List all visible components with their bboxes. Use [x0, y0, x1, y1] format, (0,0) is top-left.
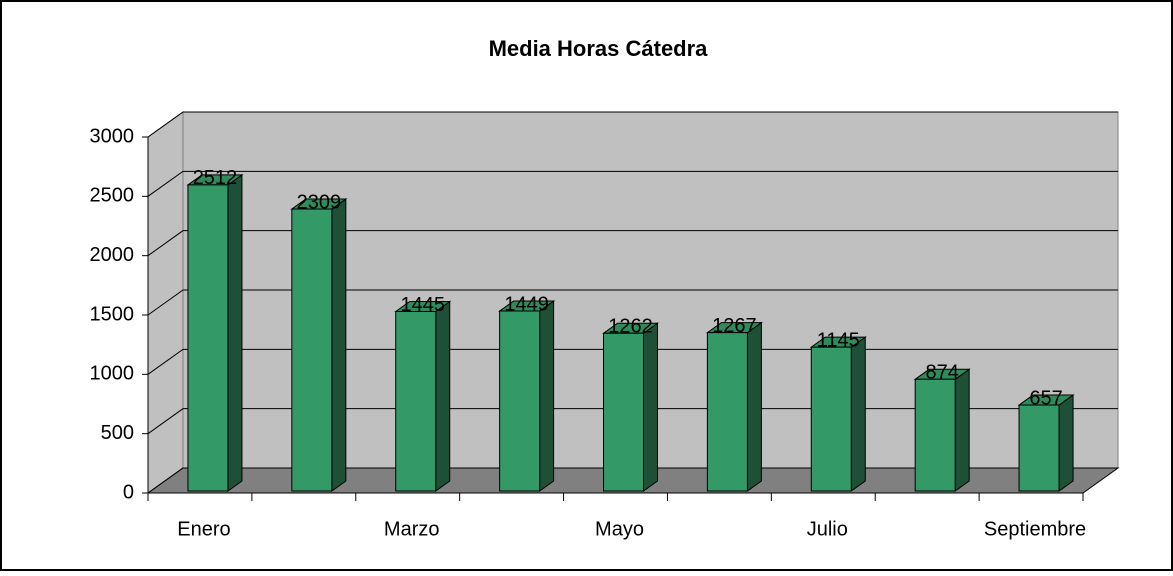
grid-line — [147, 289, 1118, 316]
bar-side — [954, 368, 970, 492]
value-label: 2309 — [297, 191, 342, 213]
bar — [498, 300, 556, 492]
x-tick-label: Mayo — [595, 518, 644, 540]
bar-front — [291, 208, 333, 492]
bar-front — [395, 311, 437, 492]
value-label: 1145 — [817, 329, 860, 351]
y-tick-label: 2000 — [90, 244, 135, 266]
y-tick-label: 1000 — [90, 363, 135, 385]
bar — [809, 336, 867, 492]
bar — [186, 173, 244, 492]
grid-line — [147, 170, 1118, 197]
bar — [290, 198, 348, 492]
bar — [913, 368, 971, 492]
bar-front — [810, 346, 852, 492]
y-tick-label: 1500 — [90, 303, 135, 325]
bar-front — [187, 184, 229, 492]
grid-line — [147, 230, 1118, 257]
value-label: 1267 — [712, 315, 757, 337]
chart-title: Media Horas Cátedra — [489, 36, 709, 61]
bar — [601, 322, 660, 492]
bar-front — [1018, 404, 1060, 492]
y-tick-label: 3000 — [90, 125, 135, 147]
grid-line — [147, 348, 1118, 375]
value-label: 657 — [1029, 387, 1062, 409]
bar — [1017, 394, 1075, 492]
x-tick-label: Julio — [807, 518, 848, 540]
bar — [394, 300, 452, 492]
grid-line — [147, 111, 1118, 138]
value-label: 2512 — [193, 167, 238, 189]
x-tick-label: Septiembre — [984, 518, 1086, 540]
bar-side — [227, 173, 243, 492]
value-label: 1262 — [608, 316, 653, 338]
bar — [705, 321, 763, 492]
grid-line — [147, 408, 1118, 435]
bar-side — [539, 300, 555, 492]
bar-side — [850, 336, 866, 492]
bar-side — [331, 198, 347, 492]
y-tick-label: 0 — [123, 481, 134, 503]
x-tick-label: Enero — [177, 518, 230, 540]
value-label: 874 — [925, 362, 958, 384]
y-tick-label: 500 — [101, 422, 134, 444]
x-tick-label: Marzo — [384, 518, 440, 540]
bar-side — [643, 322, 658, 492]
value-label: 1445 — [400, 294, 445, 316]
bar-side — [1058, 394, 1074, 492]
grid-line — [147, 467, 1118, 494]
bar-front — [499, 310, 541, 492]
bar-side — [746, 321, 762, 492]
bar-side — [435, 300, 451, 492]
bar-front — [706, 332, 748, 492]
bar-front — [603, 332, 644, 492]
y-tick-label: 2500 — [90, 185, 135, 207]
bar-front — [914, 378, 956, 492]
value-label: 1449 — [504, 293, 549, 315]
